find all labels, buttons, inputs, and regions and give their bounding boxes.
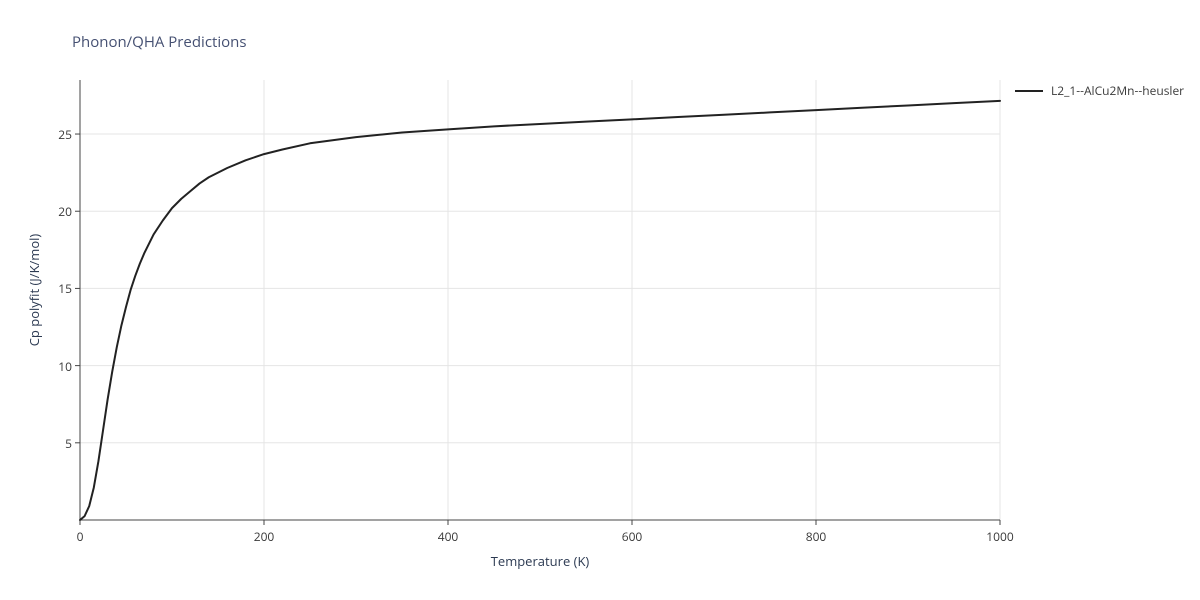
- y-tick-label: 10: [42, 358, 72, 375]
- x-tick-label: 400: [433, 528, 463, 545]
- y-tick-label: 20: [42, 203, 72, 220]
- y-tick-label: 25: [42, 126, 72, 143]
- series-line[interactable]: [80, 101, 1000, 520]
- x-tick-label: 600: [617, 528, 647, 545]
- y-axis-label: Cp polyfit (J/K/mol): [25, 210, 43, 370]
- chart-title: Phonon/QHA Predictions: [72, 32, 247, 52]
- legend-series-label: L2_1--AlCu2Mn--heusler: [1051, 82, 1184, 99]
- x-tick-label: 200: [249, 528, 279, 545]
- x-tick-label: 1000: [985, 528, 1015, 545]
- legend-swatch: [1015, 90, 1043, 92]
- legend[interactable]: L2_1--AlCu2Mn--heusler: [1015, 82, 1184, 99]
- chart-container: Phonon/QHA Predictions L2_1--AlCu2Mn--he…: [0, 0, 1200, 600]
- x-tick-label: 0: [65, 528, 95, 545]
- y-tick-label: 15: [42, 280, 72, 297]
- x-axis-label: Temperature (K): [480, 552, 600, 570]
- y-tick-label: 5: [42, 435, 72, 452]
- x-tick-label: 800: [801, 528, 831, 545]
